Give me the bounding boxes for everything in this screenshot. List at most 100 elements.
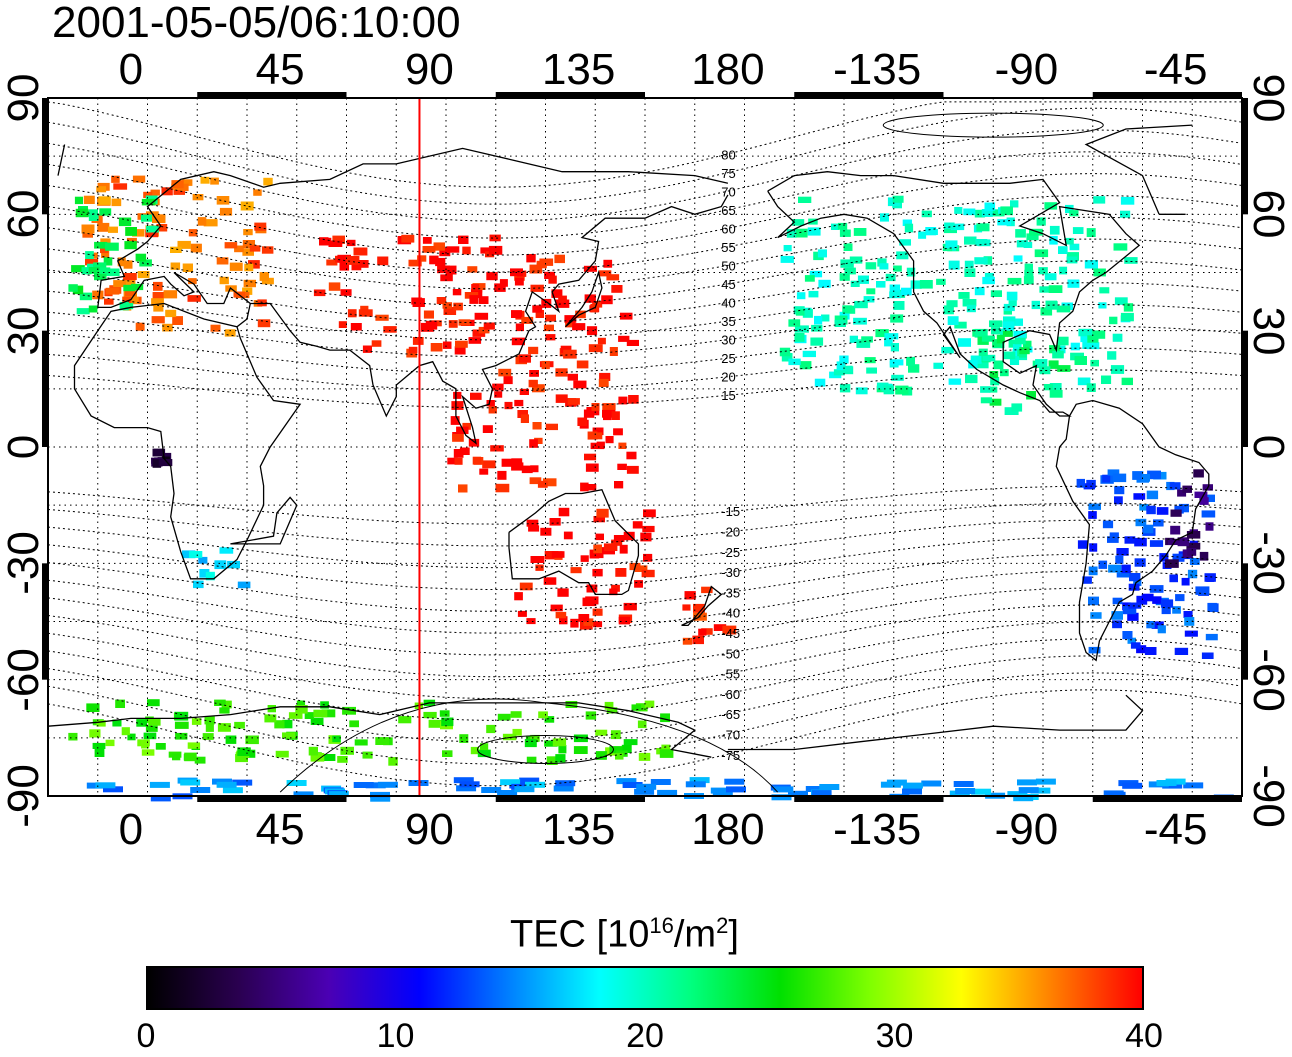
tec-cell — [866, 288, 876, 295]
tec-cell — [106, 268, 120, 277]
tec-cell — [1003, 303, 1015, 312]
tec-cell — [546, 756, 558, 765]
tec-cell — [1074, 356, 1087, 365]
tec-cell — [1187, 569, 1198, 579]
tec-cell — [383, 326, 397, 333]
tec-cell — [1169, 482, 1181, 490]
contour-label: -25 — [721, 545, 740, 560]
tec-cell — [446, 246, 460, 253]
tec-cell — [1052, 350, 1064, 359]
tec-cell — [248, 260, 260, 269]
tec-cell — [526, 254, 536, 263]
tec-cell — [171, 180, 184, 189]
tec-cell — [545, 314, 556, 322]
tec-cell — [137, 271, 150, 279]
tec-cell — [962, 299, 977, 307]
tec-cell — [628, 395, 639, 404]
contour-label: 60 — [721, 222, 735, 237]
tec-cell — [199, 569, 210, 578]
tec-cell — [834, 319, 846, 327]
tec-cell — [902, 782, 923, 789]
tec-cell — [355, 260, 369, 268]
tec-cell — [592, 608, 603, 616]
tec-cell — [479, 468, 489, 475]
tec-cell — [519, 354, 531, 363]
tec-cell — [1102, 474, 1111, 483]
tec-cell — [428, 719, 442, 728]
tec-cell — [532, 384, 545, 393]
tec-cell — [890, 314, 904, 323]
lat-tick-label: 60 — [0, 189, 48, 239]
tec-cell — [520, 414, 529, 423]
tec-cell — [511, 337, 525, 346]
tec-cell — [222, 787, 243, 794]
tec-cell — [1195, 586, 1210, 595]
tec-cell — [1165, 559, 1179, 568]
tec-cell — [876, 385, 886, 393]
tec-cell — [202, 733, 214, 740]
tec-cell — [1112, 333, 1123, 342]
tec-cell — [1146, 505, 1156, 515]
tec-cell — [1110, 365, 1125, 374]
tec-cell — [219, 276, 229, 285]
tec-cell — [1048, 360, 1059, 369]
tec-cell — [1174, 647, 1189, 655]
tec-cell — [468, 438, 480, 447]
tec-cell — [1108, 564, 1122, 573]
tec-cell — [779, 347, 791, 357]
coastline — [57, 124, 1193, 215]
tec-cell — [1134, 558, 1146, 567]
tec-cell — [321, 709, 336, 718]
tec-cell — [906, 267, 916, 277]
tec-cell — [232, 779, 253, 786]
tec-cell — [1116, 548, 1129, 556]
tec-cell — [224, 329, 236, 337]
tec-cell — [104, 298, 114, 305]
lat-tick-label: 0 — [0, 434, 48, 460]
tec-cell — [190, 243, 202, 253]
tec-cell — [780, 255, 794, 263]
tec-cell — [549, 518, 561, 526]
tec-cell — [802, 309, 813, 318]
tec-cell — [805, 786, 826, 792]
tec-cell — [514, 399, 524, 407]
tec-cell — [864, 357, 876, 364]
tec-cell — [955, 788, 976, 794]
tec-cell — [216, 257, 229, 265]
tec-cell — [1014, 338, 1026, 345]
tec-cell — [1147, 470, 1161, 480]
tec-cell — [499, 279, 508, 287]
tec-cell — [1007, 277, 1022, 285]
frame-bar-right — [1242, 98, 1248, 215]
tec-cell — [892, 195, 904, 203]
tec-cell — [68, 284, 78, 292]
tec-cell — [177, 240, 191, 249]
mlat-contour — [47, 129, 1243, 222]
tec-cell — [1087, 335, 1099, 343]
lon-tick-label: 90 — [404, 45, 454, 94]
tec-cell — [563, 531, 573, 540]
tec-cell — [103, 257, 113, 266]
tec-cell — [545, 334, 556, 341]
tec-cell — [591, 550, 604, 559]
tec-cell — [459, 447, 470, 455]
tec-cell — [605, 436, 614, 444]
tec-cell — [257, 319, 271, 328]
tec-cell — [554, 254, 565, 264]
tec-cell — [1170, 525, 1181, 535]
lat-tick-label: 60 — [1244, 189, 1292, 239]
tec-cell — [170, 262, 181, 270]
tec-cell — [263, 177, 273, 186]
tec-cell — [79, 292, 92, 301]
mlat-contour — [47, 303, 1243, 358]
tec-cell — [598, 270, 612, 277]
tec-cell — [634, 580, 643, 588]
tec-cell — [541, 360, 550, 370]
tec-cell — [94, 748, 105, 757]
tec-cell — [219, 707, 230, 714]
tec-cell — [814, 315, 823, 325]
tec-cell — [957, 338, 971, 347]
tec-cell — [153, 304, 164, 312]
tec-cell — [592, 568, 603, 577]
tec-cell — [115, 699, 125, 708]
